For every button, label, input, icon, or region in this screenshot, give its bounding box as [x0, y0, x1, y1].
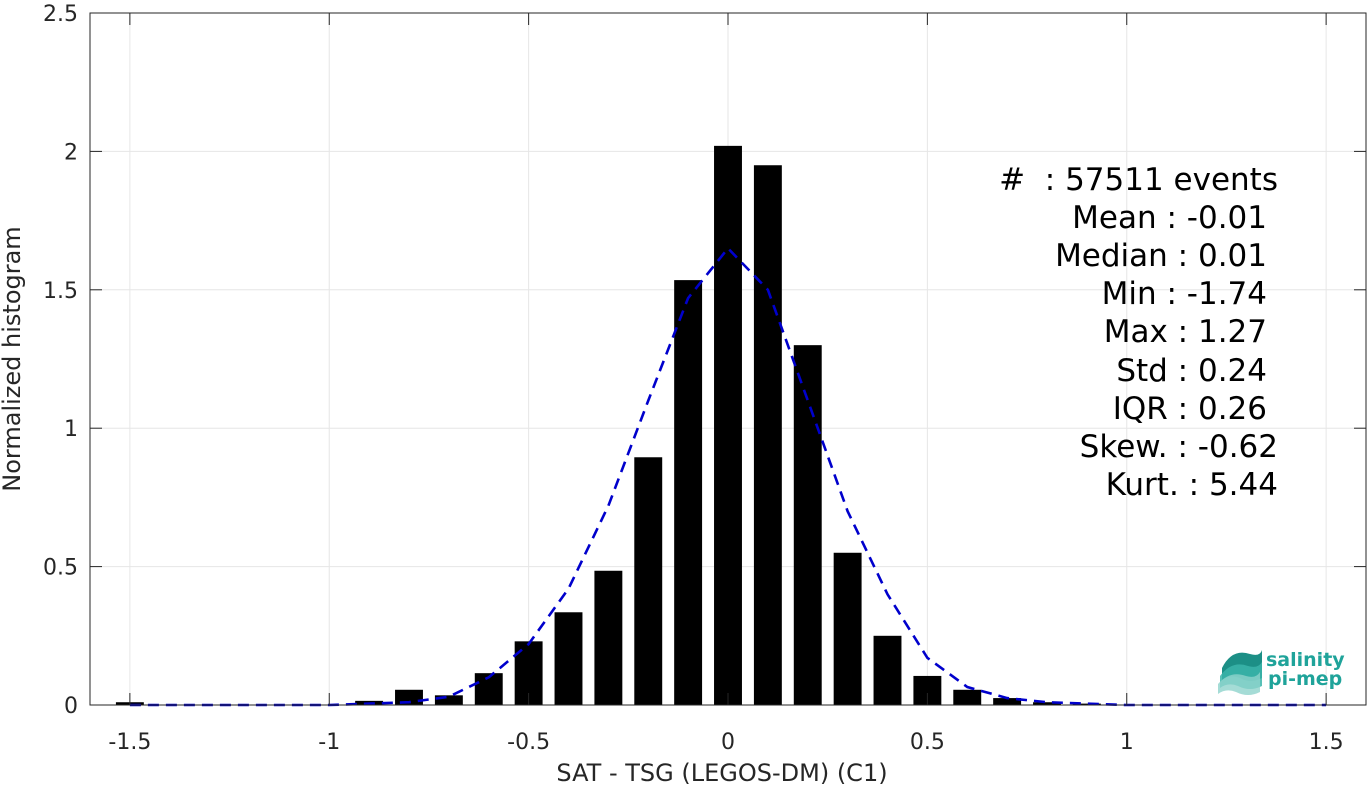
- stats-min: Min : -1.74: [1102, 276, 1267, 312]
- stats-count: # : 57511 events: [999, 162, 1278, 198]
- stats-std: Std : 0.24: [1116, 353, 1267, 389]
- salinity-pi-mep-logo: salinity pi-mep: [1218, 649, 1345, 695]
- logo-line-1: salinity: [1266, 649, 1345, 671]
- histogram-bar: [993, 698, 1022, 705]
- stats-max: Max : 1.27: [1104, 314, 1267, 350]
- stats-median: Median : 0.01: [1055, 238, 1267, 274]
- histogram-bar: [1072, 703, 1101, 705]
- wave-layers-icon: [1218, 650, 1262, 695]
- histogram-bar: [833, 552, 862, 705]
- gaussian-fit-line: [129, 246, 1327, 707]
- stats-iqr: IQR : 0.26: [1113, 391, 1267, 427]
- y-tick-label: 2: [64, 140, 78, 165]
- histogram-bar: [434, 695, 463, 705]
- y-tick-label: 2.5: [43, 2, 78, 27]
- stats-skew: Skew. : -0.62: [1080, 429, 1278, 465]
- histogram-bar: [753, 165, 782, 706]
- x-tick-label: 0.5: [910, 730, 945, 755]
- histogram-bars: [115, 145, 1101, 706]
- stats-mean: Mean : -0.01: [1072, 200, 1267, 236]
- x-tick-label: 1: [1120, 730, 1134, 755]
- histogram-bar: [714, 145, 742, 705]
- histogram-bar: [634, 457, 663, 705]
- histogram-bar: [873, 635, 902, 705]
- y-axis-label: Normalized histogram: [0, 226, 26, 491]
- x-tick-label: 0: [721, 730, 735, 755]
- histogram-bar: [953, 689, 982, 705]
- x-tick-label: 1.5: [1309, 730, 1344, 755]
- y-tick-label: 1: [64, 417, 78, 442]
- y-axis-ticks: 0 0.5 1 1.5 2 2.5: [43, 2, 1366, 719]
- stats-box: # : 57511 events Mean : -0.01 Median : 0…: [999, 162, 1278, 503]
- x-tick-label: -1.5: [108, 730, 151, 755]
- x-axis-ticks: -1.5 -1 -0.5 0 0.5 1 1.5: [108, 13, 1344, 755]
- x-tick-label: -1: [318, 730, 340, 755]
- x-tick-label: -0.5: [507, 730, 550, 755]
- histogram-bar: [554, 612, 583, 705]
- histogram-bar: [793, 345, 822, 705]
- histogram-bar: [594, 570, 623, 705]
- stats-kurt: Kurt. : 5.44: [1106, 467, 1278, 503]
- histogram-bar: [674, 280, 703, 705]
- histogram-bar: [1033, 702, 1061, 705]
- y-tick-label: 1.5: [43, 279, 78, 304]
- x-axis-label: SAT - TSG (LEGOS-DM) (C1): [556, 759, 887, 785]
- logo-line-2: pi-mep: [1268, 668, 1342, 690]
- y-tick-label: 0: [64, 694, 78, 719]
- y-tick-label: 0.5: [43, 556, 78, 581]
